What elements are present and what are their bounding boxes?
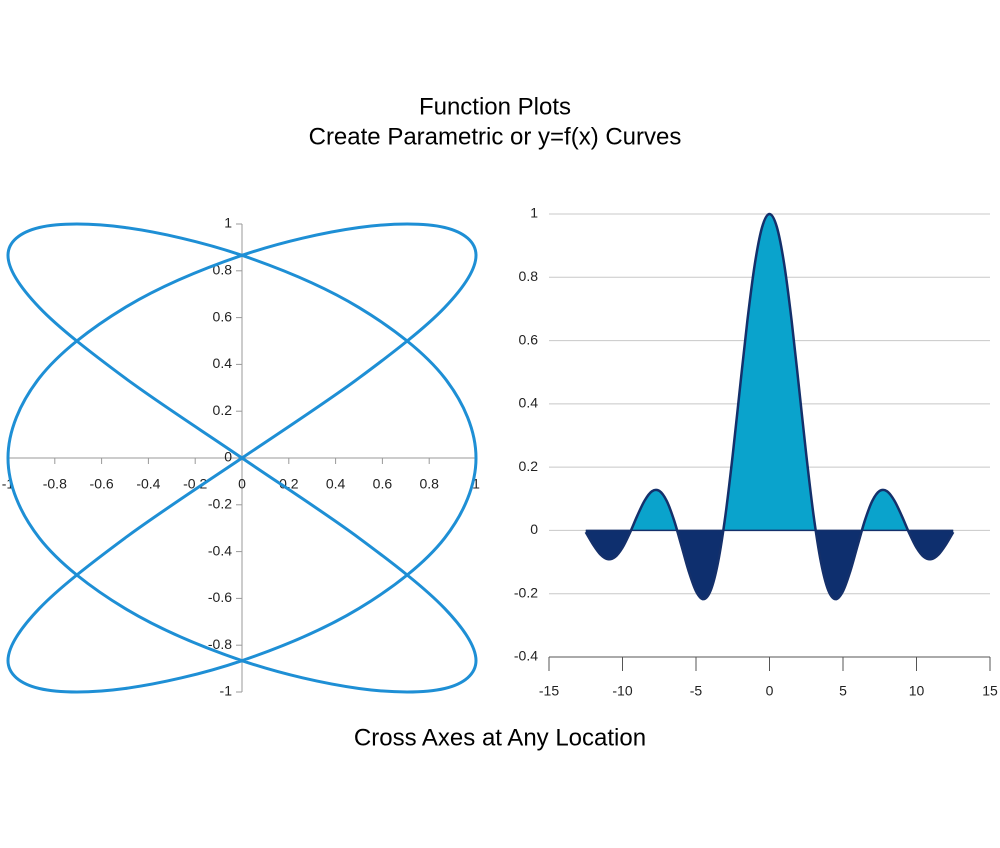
x-tick-label: 0.6 xyxy=(373,476,393,492)
y-tick-label: -0.6 xyxy=(208,589,232,605)
y-tick-label: 0.2 xyxy=(213,402,233,418)
x-tick-label: 0.8 xyxy=(419,476,439,492)
x-tick-label: -0.4 xyxy=(136,476,160,492)
y-tick-label: 1 xyxy=(530,205,538,221)
x-tick-label: 1 xyxy=(472,476,480,492)
x-tick-label: 10 xyxy=(909,683,925,699)
subtitle: Create Parametric or y=f(x) Curves xyxy=(309,123,682,150)
y-tick-label: -0.2 xyxy=(208,496,232,512)
x-tick-label: -15 xyxy=(539,683,559,699)
y-tick-label: 0.6 xyxy=(519,331,539,347)
y-tick-label: -1 xyxy=(220,683,233,699)
curve xyxy=(584,212,955,601)
x-tick-label: 0 xyxy=(238,476,246,492)
y-tick-label: 0.4 xyxy=(213,355,233,371)
x-tick-label: -10 xyxy=(612,683,632,699)
area-positive xyxy=(630,214,909,531)
x-tick-label: -5 xyxy=(690,683,703,699)
x-tick-label: -0.2 xyxy=(183,476,207,492)
y-tick-label: 0 xyxy=(530,521,538,537)
y-tick-label: -0.4 xyxy=(208,542,232,558)
y-tick-label: 0.8 xyxy=(519,268,539,284)
y-tick-label: 0.2 xyxy=(519,458,539,474)
x-tick-label: 5 xyxy=(839,683,847,699)
y-tick-label: 0 xyxy=(224,449,232,465)
area-negative xyxy=(585,530,954,600)
x-tick-label: 0 xyxy=(766,683,774,699)
caption: Cross Axes at Any Location xyxy=(354,724,646,751)
title: Function Plots xyxy=(419,93,571,120)
y-tick-label: 0.4 xyxy=(519,395,539,411)
y-tick-label: -0.2 xyxy=(514,584,538,600)
x-tick-label: -0.8 xyxy=(43,476,67,492)
y-tick-label: 0.6 xyxy=(213,308,233,324)
x-tick-label: -0.6 xyxy=(90,476,114,492)
curve xyxy=(6,222,478,694)
y-tick-label: 1 xyxy=(224,215,232,231)
y-tick-label: -0.4 xyxy=(514,648,538,664)
x-tick-label: 0.4 xyxy=(326,476,346,492)
y-tick-label: -0.8 xyxy=(208,636,232,652)
x-tick-label: 15 xyxy=(982,683,998,699)
